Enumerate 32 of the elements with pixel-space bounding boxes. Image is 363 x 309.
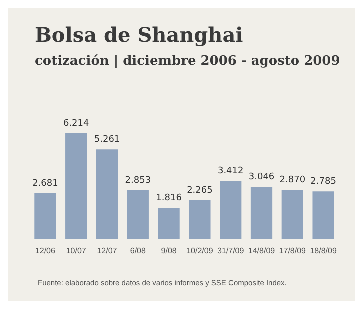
chart-subtitle: cotización | diciembre 2006 - agosto 2009	[35, 54, 340, 69]
data-label: 2.265	[187, 186, 213, 196]
x-tick-label: 14/8/09	[248, 246, 276, 256]
bar	[312, 192, 334, 239]
x-tick-label: 9/08	[161, 246, 178, 256]
x-tick-label: 6/08	[130, 246, 146, 256]
bar	[158, 208, 180, 239]
x-tick-label: 12/06	[35, 246, 56, 256]
data-label: 6.214	[63, 118, 90, 129]
x-tick-label: 31/7/09	[218, 246, 245, 256]
data-label: 5.261	[94, 135, 120, 146]
bar	[189, 200, 211, 239]
data-label: 2.853	[125, 176, 152, 186]
chart-title: Bolsa de Shanghai	[35, 23, 244, 47]
data-label: 1.816	[156, 194, 182, 204]
x-tick-label: 10/2/09	[186, 246, 214, 256]
data-label: 3.412	[218, 166, 244, 176]
x-tick-label: 17/8/09	[279, 246, 307, 256]
bar	[66, 133, 88, 239]
x-tick-label: 12/07	[97, 246, 118, 256]
x-tick-label: 18/8/09	[310, 246, 338, 256]
x-tick-label: 10/07	[66, 246, 87, 256]
bar	[34, 193, 56, 239]
bar	[96, 150, 118, 239]
data-label: 3.046	[248, 172, 275, 183]
bar	[282, 190, 304, 239]
data-label: 2.870	[280, 176, 306, 186]
bar	[220, 180, 242, 239]
bar	[250, 187, 273, 239]
data-label: 2.785	[310, 177, 336, 188]
bar	[127, 190, 149, 239]
data-label: 2.681	[32, 178, 58, 189]
